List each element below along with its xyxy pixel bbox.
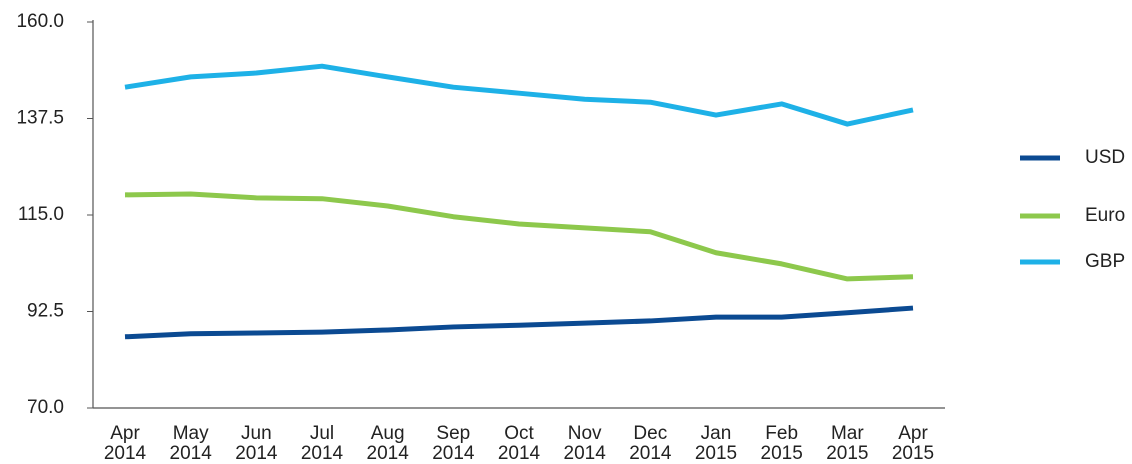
x-tick-label: Jul 2014	[300, 423, 344, 464]
series-line	[124, 191, 914, 282]
y-tick-label: 70.0	[27, 397, 64, 418]
legend-label: USD	[1085, 147, 1125, 168]
x-tick-label: Apr 2015	[891, 423, 935, 464]
x-tick-label: May 2014	[169, 423, 212, 464]
x-tick-label: Jan 2015	[694, 423, 738, 464]
x-tick-label: Dec 2014	[629, 423, 672, 464]
x-tick-label: Sep 2014	[432, 423, 475, 464]
series-line	[124, 305, 914, 340]
x-tick-label: Nov 2014	[563, 423, 606, 464]
y-tick-label: 160.0	[16, 11, 64, 32]
x-tick-label: Aug 2014	[366, 423, 409, 464]
legend-label: GBP	[1085, 251, 1125, 272]
x-tick-label: Jun 2014	[235, 423, 278, 464]
series-line	[124, 63, 914, 127]
x-tick-label: Feb 2015	[760, 423, 803, 464]
x-tick-label: Apr 2014	[103, 423, 147, 464]
legend-label: Euro	[1085, 205, 1125, 226]
y-tick-label: 115.0	[18, 204, 64, 225]
x-tick-label: Mar 2015	[826, 423, 869, 464]
y-tick-label: 137.5	[16, 108, 64, 129]
x-tick-label: Oct 2014	[497, 423, 541, 464]
y-tick-label: 92.5	[27, 301, 64, 322]
